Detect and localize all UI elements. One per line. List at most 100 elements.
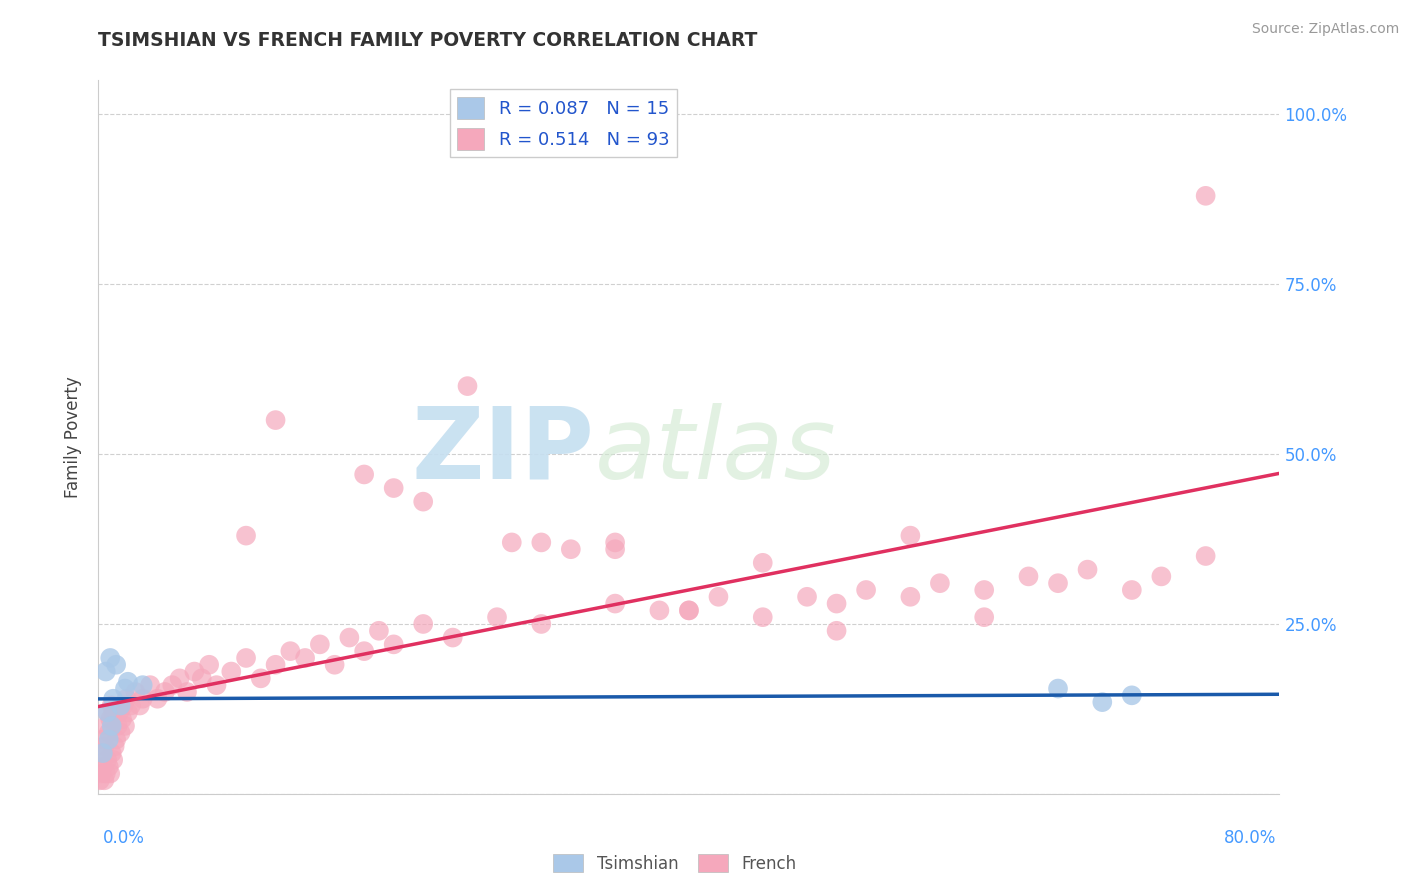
Point: [1046, 576, 1069, 591]
Point: [117, 706, 139, 720]
Point: [796, 590, 818, 604]
Point: [120, 698, 142, 713]
Text: ZIP: ZIP: [412, 403, 595, 500]
Point: [309, 637, 332, 651]
Point: [90, 746, 112, 760]
Point: [93, 739, 115, 754]
Point: [1150, 569, 1173, 583]
Legend: R = 0.087   N = 15, R = 0.514   N = 93: R = 0.087 N = 15, R = 0.514 N = 93: [450, 89, 676, 157]
Point: [368, 624, 391, 638]
Point: [825, 624, 848, 638]
Point: [235, 528, 257, 542]
Point: [89, 773, 111, 788]
Point: [825, 597, 848, 611]
Point: [605, 535, 627, 549]
Point: [104, 739, 127, 754]
Point: [412, 494, 434, 508]
Point: [90, 766, 112, 780]
Point: [100, 746, 122, 760]
Text: 80.0%: 80.0%: [1225, 829, 1277, 847]
Point: [250, 671, 273, 685]
Point: [107, 719, 129, 733]
Point: [1091, 695, 1114, 709]
Point: [112, 698, 135, 713]
Point: [678, 603, 700, 617]
Point: [94, 665, 117, 679]
Point: [94, 719, 117, 733]
Point: [1121, 689, 1143, 703]
Point: [153, 685, 176, 699]
Point: [751, 610, 773, 624]
Point: [198, 657, 221, 672]
Point: [353, 644, 375, 658]
Point: [96, 706, 118, 720]
Point: [115, 691, 138, 706]
Point: [973, 610, 995, 624]
Point: [339, 631, 360, 645]
Point: [103, 753, 125, 767]
Point: [105, 657, 128, 672]
Point: [98, 651, 121, 665]
Point: [100, 698, 122, 713]
Point: [98, 766, 121, 780]
Point: [183, 665, 205, 679]
Point: [103, 691, 125, 706]
Point: [132, 678, 155, 692]
Point: [91, 732, 114, 747]
Point: [486, 610, 509, 624]
Point: [98, 712, 121, 726]
Point: [105, 732, 128, 747]
Point: [294, 651, 316, 665]
Point: [855, 582, 877, 597]
Point: [605, 597, 627, 611]
Point: [412, 617, 434, 632]
Point: [900, 528, 922, 542]
Point: [235, 651, 257, 665]
Point: [382, 481, 405, 495]
Point: [278, 644, 302, 658]
Point: [973, 582, 995, 597]
Point: [94, 766, 117, 780]
Point: [1195, 189, 1218, 203]
Point: [117, 674, 139, 689]
Point: [382, 637, 405, 651]
Point: [353, 467, 375, 482]
Text: TSIMSHIAN VS FRENCH FAMILY POVERTY CORRELATION CHART: TSIMSHIAN VS FRENCH FAMILY POVERTY CORRE…: [98, 31, 758, 50]
Point: [264, 657, 287, 672]
Point: [605, 542, 627, 557]
Point: [169, 671, 191, 685]
Text: atlas: atlas: [595, 403, 837, 500]
Point: [707, 590, 730, 604]
Point: [139, 678, 162, 692]
Point: [103, 706, 125, 720]
Point: [96, 706, 118, 720]
Legend: Tsimshian, French: Tsimshian, French: [547, 847, 803, 880]
Point: [530, 535, 553, 549]
Point: [162, 678, 183, 692]
Point: [93, 773, 115, 788]
Point: [219, 665, 242, 679]
Point: [111, 712, 134, 726]
Point: [96, 753, 118, 767]
Point: [114, 681, 136, 696]
Y-axis label: Family Poverty: Family Poverty: [65, 376, 83, 498]
Point: [648, 603, 671, 617]
Point: [176, 685, 198, 699]
Point: [97, 732, 120, 747]
Text: Source: ZipAtlas.com: Source: ZipAtlas.com: [1251, 22, 1399, 37]
Point: [323, 657, 346, 672]
Point: [110, 725, 132, 739]
Point: [146, 691, 169, 706]
Point: [456, 379, 478, 393]
Point: [264, 413, 287, 427]
Point: [1017, 569, 1039, 583]
Point: [1077, 563, 1099, 577]
Point: [1121, 582, 1143, 597]
Point: [132, 691, 155, 706]
Point: [91, 760, 114, 774]
Point: [97, 760, 120, 774]
Point: [1046, 681, 1069, 696]
Point: [97, 725, 120, 739]
Point: [110, 698, 132, 713]
Point: [108, 706, 131, 720]
